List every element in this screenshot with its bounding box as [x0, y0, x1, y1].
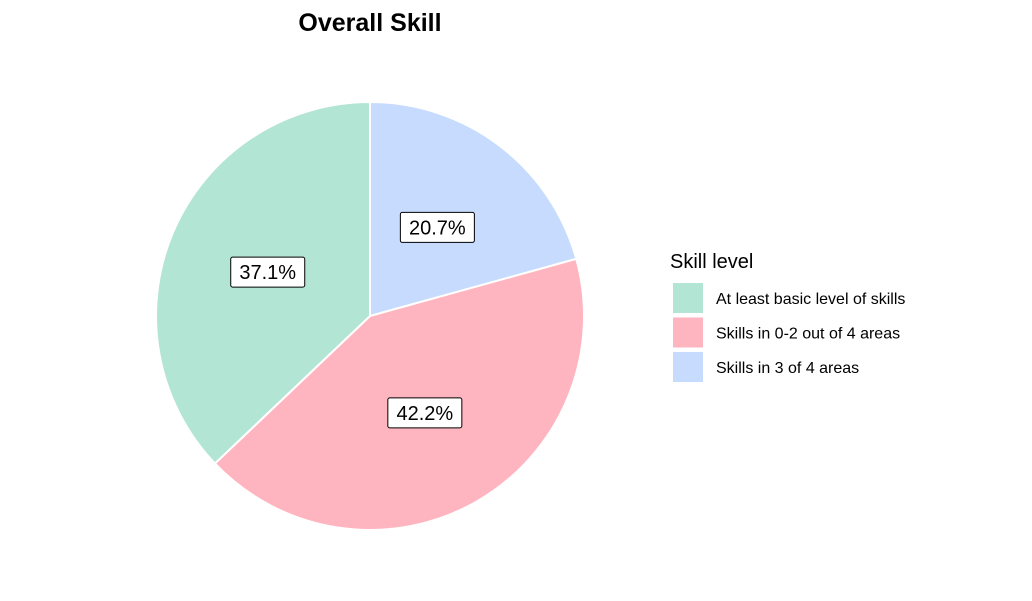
pie-slices: [155, 100, 585, 531]
legend-label: At least basic level of skills: [716, 291, 905, 308]
chart-title: Overall Skill: [298, 9, 441, 37]
legend-items: At least basic level of skills Skills in …: [673, 283, 905, 382]
slice-label-text: 42.2%: [396, 403, 453, 425]
pie-slice-0: [369, 100, 578, 318]
legend-swatch: [673, 283, 703, 313]
slice-label-box: [387, 397, 463, 429]
pie-labels: 20.7% 42.2% 37.1%: [230, 211, 475, 429]
slice-label-1: 42.2%: [387, 397, 463, 429]
legend-label: Skills in 0-2 out of 4 areas: [716, 326, 900, 343]
slice-label-box: [399, 211, 475, 243]
slice-label-box: [230, 256, 306, 288]
legend-swatch: [673, 352, 703, 382]
slice-label-2: 37.1%: [230, 256, 306, 288]
legend-item-0: At least basic level of skills: [673, 283, 905, 313]
legend-item-2: Skills in 3 of 4 areas: [673, 352, 859, 382]
legend-title: Skill level: [670, 251, 753, 273]
pie-slice-1: [213, 257, 585, 531]
legend-item-1: Skills in 0-2 out of 4 areas: [673, 317, 900, 348]
slice-label-text: 20.7%: [409, 217, 466, 239]
slice-label-0: 20.7%: [399, 211, 475, 243]
legend: Skill level At least basic level of skil…: [670, 251, 905, 382]
slice-label-text: 37.1%: [239, 262, 296, 284]
legend-swatch: [673, 317, 703, 348]
legend-label: Skills in 3 of 4 areas: [716, 360, 859, 377]
